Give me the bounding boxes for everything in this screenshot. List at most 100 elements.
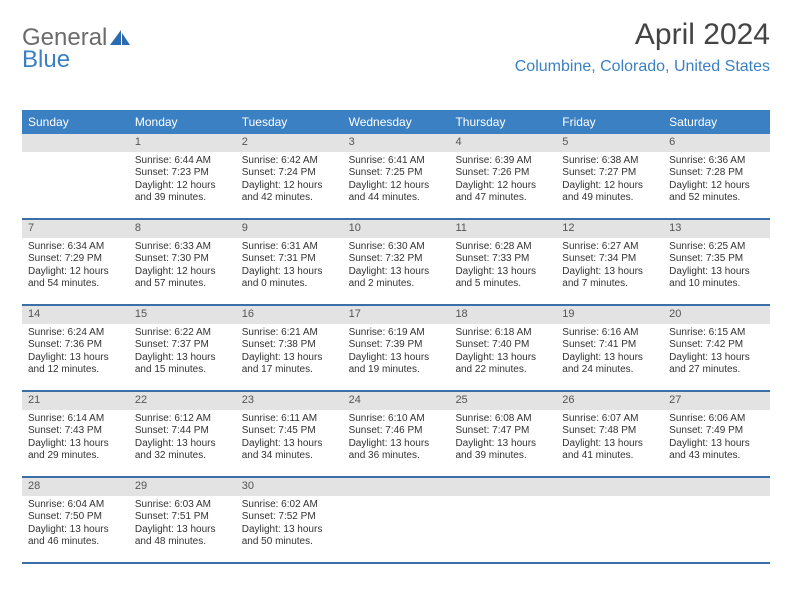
- day-number: 4: [449, 134, 556, 152]
- daylight-text: and 7 minutes.: [562, 278, 657, 291]
- day-number: 6: [663, 134, 770, 152]
- daylight-text: and 0 minutes.: [242, 278, 337, 291]
- sunrise-text: Sunrise: 6:30 AM: [349, 241, 444, 254]
- daylight-text: and 43 minutes.: [669, 450, 764, 463]
- day-number: [22, 134, 129, 152]
- sunset-text: Sunset: 7:23 PM: [135, 167, 230, 180]
- day-cell: 13Sunrise: 6:25 AMSunset: 7:35 PMDayligh…: [663, 220, 770, 304]
- day-body: Sunrise: 6:34 AMSunset: 7:29 PMDaylight:…: [22, 238, 129, 297]
- day-number: 24: [343, 392, 450, 410]
- daylight-text: and 36 minutes.: [349, 450, 444, 463]
- sunrise-text: Sunrise: 6:41 AM: [349, 155, 444, 168]
- sunrise-text: Sunrise: 6:25 AM: [669, 241, 764, 254]
- sunrise-text: Sunrise: 6:27 AM: [562, 241, 657, 254]
- day-cell: [343, 478, 450, 562]
- day-number: 19: [556, 306, 663, 324]
- daylight-text: Daylight: 13 hours: [242, 438, 337, 451]
- day-body: Sunrise: 6:38 AMSunset: 7:27 PMDaylight:…: [556, 152, 663, 211]
- sunset-text: Sunset: 7:38 PM: [242, 339, 337, 352]
- day-number: 27: [663, 392, 770, 410]
- daylight-text: and 10 minutes.: [669, 278, 764, 291]
- daylight-text: Daylight: 12 hours: [562, 180, 657, 193]
- daylight-text: Daylight: 13 hours: [349, 438, 444, 451]
- daylight-text: and 46 minutes.: [28, 536, 123, 549]
- logo-text-blue: Blue: [22, 46, 70, 73]
- daylight-text: Daylight: 13 hours: [455, 352, 550, 365]
- daylight-text: Daylight: 12 hours: [455, 180, 550, 193]
- day-cell: [556, 478, 663, 562]
- day-number: 14: [22, 306, 129, 324]
- week-row: 1Sunrise: 6:44 AMSunset: 7:23 PMDaylight…: [22, 134, 770, 220]
- daylight-text: and 19 minutes.: [349, 364, 444, 377]
- daylight-text: and 34 minutes.: [242, 450, 337, 463]
- weekday-header: Friday: [556, 110, 663, 134]
- week-row: 14Sunrise: 6:24 AMSunset: 7:36 PMDayligh…: [22, 306, 770, 392]
- day-cell: [22, 134, 129, 218]
- day-cell: 22Sunrise: 6:12 AMSunset: 7:44 PMDayligh…: [129, 392, 236, 476]
- sunset-text: Sunset: 7:45 PM: [242, 425, 337, 438]
- daylight-text: and 32 minutes.: [135, 450, 230, 463]
- daylight-text: and 22 minutes.: [455, 364, 550, 377]
- sunrise-text: Sunrise: 6:39 AM: [455, 155, 550, 168]
- daylight-text: and 17 minutes.: [242, 364, 337, 377]
- sunrise-text: Sunrise: 6:24 AM: [28, 327, 123, 340]
- weekday-header: Sunday: [22, 110, 129, 134]
- sunrise-text: Sunrise: 6:12 AM: [135, 413, 230, 426]
- daylight-text: and 29 minutes.: [28, 450, 123, 463]
- weekday-header-row: SundayMondayTuesdayWednesdayThursdayFrid…: [22, 110, 770, 134]
- day-cell: 14Sunrise: 6:24 AMSunset: 7:36 PMDayligh…: [22, 306, 129, 390]
- day-body: Sunrise: 6:21 AMSunset: 7:38 PMDaylight:…: [236, 324, 343, 383]
- day-cell: 16Sunrise: 6:21 AMSunset: 7:38 PMDayligh…: [236, 306, 343, 390]
- weekday-header: Saturday: [663, 110, 770, 134]
- sunrise-text: Sunrise: 6:03 AM: [135, 499, 230, 512]
- sunset-text: Sunset: 7:27 PM: [562, 167, 657, 180]
- daylight-text: Daylight: 13 hours: [562, 266, 657, 279]
- week-row: 21Sunrise: 6:14 AMSunset: 7:43 PMDayligh…: [22, 392, 770, 478]
- day-body: Sunrise: 6:07 AMSunset: 7:48 PMDaylight:…: [556, 410, 663, 469]
- day-body: Sunrise: 6:22 AMSunset: 7:37 PMDaylight:…: [129, 324, 236, 383]
- day-cell: 29Sunrise: 6:03 AMSunset: 7:51 PMDayligh…: [129, 478, 236, 562]
- daylight-text: Daylight: 12 hours: [349, 180, 444, 193]
- day-number: 1: [129, 134, 236, 152]
- daylight-text: Daylight: 12 hours: [135, 266, 230, 279]
- sunset-text: Sunset: 7:35 PM: [669, 253, 764, 266]
- sunrise-text: Sunrise: 6:34 AM: [28, 241, 123, 254]
- sunrise-text: Sunrise: 6:16 AM: [562, 327, 657, 340]
- sunset-text: Sunset: 7:29 PM: [28, 253, 123, 266]
- daylight-text: and 24 minutes.: [562, 364, 657, 377]
- logo-sail-icon: [109, 29, 131, 47]
- daylight-text: and 39 minutes.: [455, 450, 550, 463]
- day-number: 8: [129, 220, 236, 238]
- sunset-text: Sunset: 7:49 PM: [669, 425, 764, 438]
- day-cell: 24Sunrise: 6:10 AMSunset: 7:46 PMDayligh…: [343, 392, 450, 476]
- day-body: Sunrise: 6:08 AMSunset: 7:47 PMDaylight:…: [449, 410, 556, 469]
- day-number: 5: [556, 134, 663, 152]
- calendar-page: General April 2024 Columbine, Colorado, …: [0, 0, 792, 582]
- title-block: April 2024 Columbine, Colorado, United S…: [515, 18, 770, 76]
- day-body: Sunrise: 6:14 AMSunset: 7:43 PMDaylight:…: [22, 410, 129, 469]
- daylight-text: Daylight: 12 hours: [28, 266, 123, 279]
- day-body: Sunrise: 6:31 AMSunset: 7:31 PMDaylight:…: [236, 238, 343, 297]
- day-cell: 28Sunrise: 6:04 AMSunset: 7:50 PMDayligh…: [22, 478, 129, 562]
- sunset-text: Sunset: 7:50 PM: [28, 511, 123, 524]
- daylight-text: Daylight: 12 hours: [242, 180, 337, 193]
- day-cell: 11Sunrise: 6:28 AMSunset: 7:33 PMDayligh…: [449, 220, 556, 304]
- weekday-header: Monday: [129, 110, 236, 134]
- daylight-text: Daylight: 13 hours: [135, 524, 230, 537]
- day-number: 3: [343, 134, 450, 152]
- day-body: Sunrise: 6:30 AMSunset: 7:32 PMDaylight:…: [343, 238, 450, 297]
- daylight-text: and 48 minutes.: [135, 536, 230, 549]
- day-number: 18: [449, 306, 556, 324]
- weeks-container: 1Sunrise: 6:44 AMSunset: 7:23 PMDaylight…: [22, 134, 770, 564]
- day-number: 16: [236, 306, 343, 324]
- day-body: Sunrise: 6:19 AMSunset: 7:39 PMDaylight:…: [343, 324, 450, 383]
- day-cell: 6Sunrise: 6:36 AMSunset: 7:28 PMDaylight…: [663, 134, 770, 218]
- day-number: 2: [236, 134, 343, 152]
- day-body: Sunrise: 6:02 AMSunset: 7:52 PMDaylight:…: [236, 496, 343, 555]
- month-title: April 2024: [515, 18, 770, 52]
- day-number: 29: [129, 478, 236, 496]
- day-body: Sunrise: 6:03 AMSunset: 7:51 PMDaylight:…: [129, 496, 236, 555]
- day-body: Sunrise: 6:27 AMSunset: 7:34 PMDaylight:…: [556, 238, 663, 297]
- day-number: 10: [343, 220, 450, 238]
- day-number: 26: [556, 392, 663, 410]
